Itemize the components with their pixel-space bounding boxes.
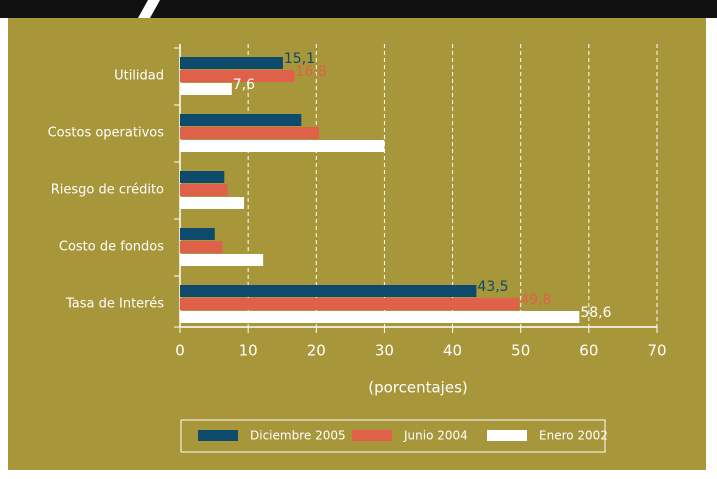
bar [180, 285, 477, 297]
bar [180, 57, 283, 69]
x-tick-label: 0 [175, 342, 185, 360]
top-band [0, 0, 717, 18]
x-tick-label: 70 [647, 342, 666, 360]
value-label: 43,5 [477, 279, 508, 295]
bar [180, 83, 232, 95]
x-tick-label: 10 [239, 342, 258, 360]
value-label: 7,6 [233, 77, 255, 93]
bar [180, 241, 223, 253]
category-label: Riesgo de crédito [51, 183, 164, 198]
bar [180, 254, 264, 266]
bar [180, 311, 580, 323]
value-label: 49,8 [520, 292, 551, 308]
legend-swatch [198, 430, 238, 441]
legend-label: Diciembre 2005 [250, 429, 346, 443]
top-cut [138, 0, 160, 18]
bar [180, 228, 215, 240]
bar [180, 127, 320, 139]
bar [180, 184, 228, 196]
bar [180, 70, 295, 82]
legend-swatch [487, 430, 527, 441]
bar [180, 171, 225, 183]
category-label: Tasa de Interés [65, 297, 164, 312]
bar [180, 197, 245, 209]
x-tick-label: 30 [375, 342, 394, 360]
x-tick-label: 60 [579, 342, 598, 360]
x-tick-label: 50 [511, 342, 530, 360]
x-tick-label: 40 [443, 342, 462, 360]
background [8, 18, 706, 470]
x-tick-label: 20 [307, 342, 326, 360]
bar [180, 140, 385, 152]
legend-label: Enero 2002 [539, 429, 608, 443]
x-axis-label: (porcentajes) [368, 379, 468, 397]
value-label: 15,1 [284, 51, 315, 67]
category-label: Costos operativos [48, 126, 165, 141]
category-label: Costo de fondos [59, 240, 164, 255]
top-notch [0, 0, 148, 18]
legend-swatch [352, 430, 392, 441]
value-label: 58,6 [580, 305, 611, 321]
bar [180, 114, 302, 126]
category-label: Utilidad [114, 69, 164, 84]
value-label: 16,8 [295, 64, 326, 80]
legend-box [180, 419, 606, 453]
legend-label: Junio 2004 [403, 429, 468, 443]
bar [180, 298, 520, 310]
